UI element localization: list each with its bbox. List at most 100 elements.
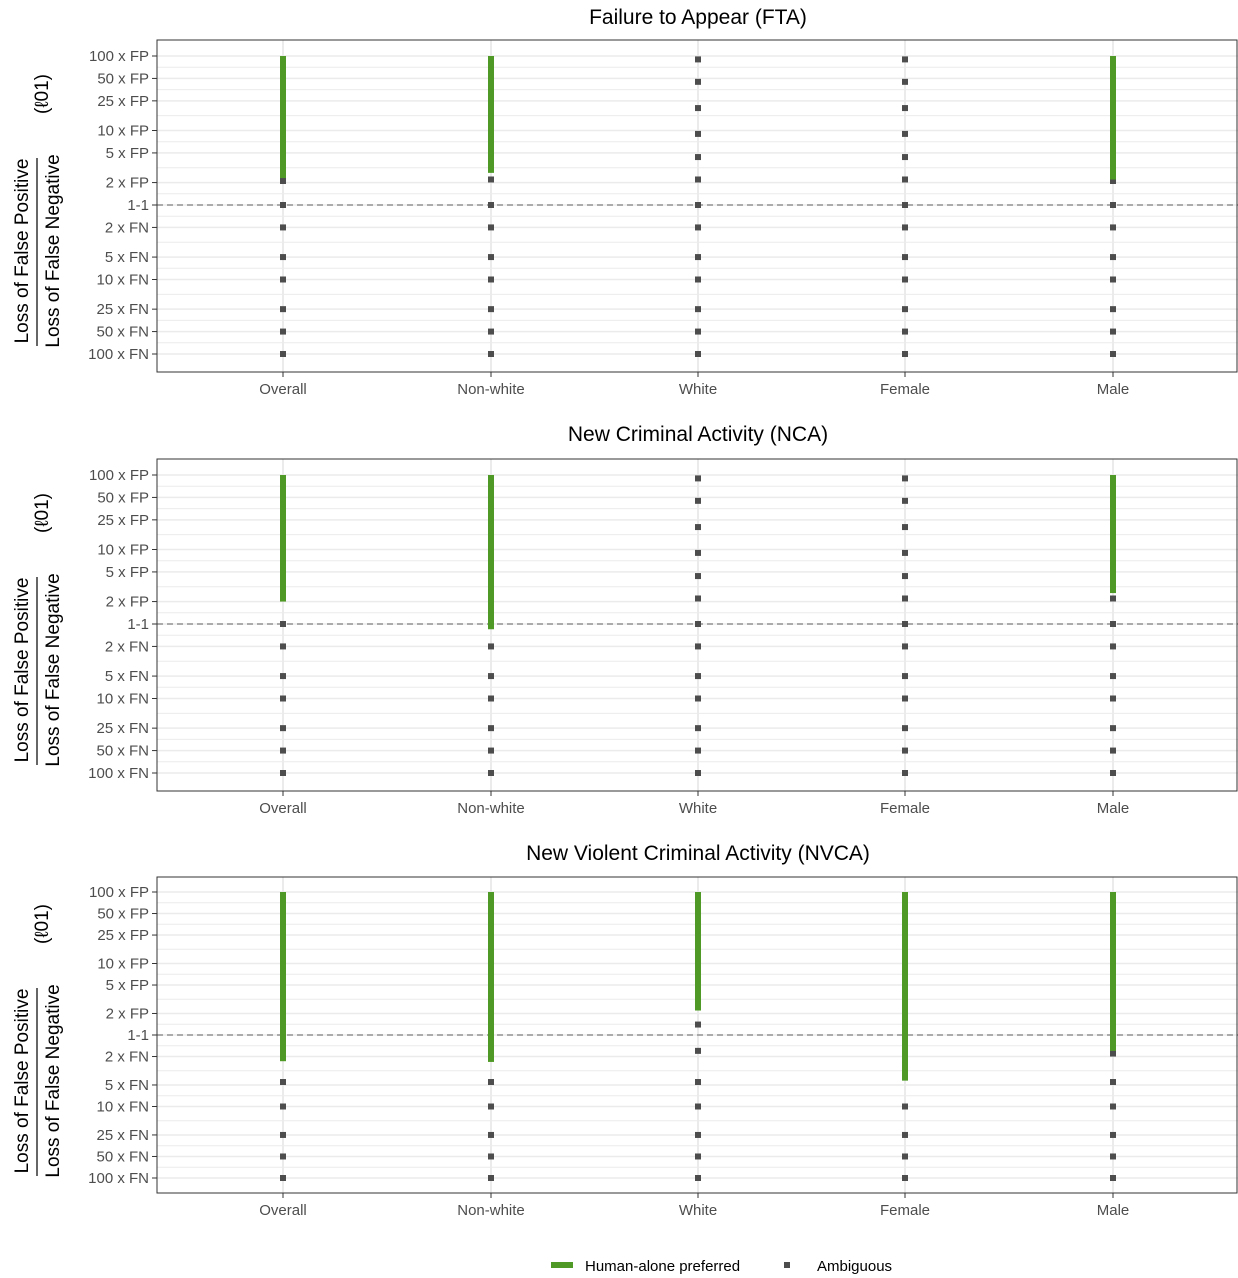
ambiguous-point (695, 643, 701, 650)
human-alone-bar (488, 892, 494, 1062)
ambiguous-point (280, 328, 286, 335)
ambiguous-point (1110, 328, 1116, 335)
y-tick-label: 5 x FP (106, 977, 149, 994)
ambiguous-point (1110, 202, 1116, 208)
y-tick-label: 1-1 (127, 197, 149, 214)
ambiguous-point (488, 351, 494, 357)
y-tick-label: 100 x FN (88, 346, 149, 363)
ambiguous-point (488, 1103, 494, 1110)
y-label-numerator: Loss of False Positive (12, 159, 33, 344)
ambiguous-point (280, 643, 286, 650)
human-alone-bar (280, 892, 286, 1062)
ambiguous-point (488, 747, 494, 754)
ambiguous-point (1110, 1079, 1116, 1086)
ambiguous-point (695, 725, 701, 732)
y-label-denominator: Loss of False Negative (43, 573, 64, 766)
ambiguous-point (902, 1103, 908, 1110)
human-alone-bar (1110, 892, 1116, 1051)
ambiguous-point (695, 154, 701, 161)
ambiguous-point (488, 695, 494, 702)
human-alone-bar (488, 475, 494, 630)
ambiguous-point (695, 770, 701, 776)
ambiguous-point (902, 1153, 908, 1160)
ambiguous-point (902, 154, 908, 161)
ambiguous-point (695, 224, 701, 231)
panel-border (156, 39, 1238, 373)
y-tick-label: 50 x FN (96, 743, 149, 760)
ambiguous-point (280, 202, 286, 208)
ambiguous-point (695, 1021, 701, 1028)
ambiguous-point (902, 595, 908, 602)
ambiguous-point (1110, 747, 1116, 754)
x-category-label: White (679, 381, 717, 398)
ambiguous-point (1110, 1131, 1116, 1138)
y-label-denominator: Loss of False Negative (43, 154, 64, 347)
y-tick-label: 10 x FP (97, 956, 149, 973)
ambiguous-point (902, 1175, 908, 1181)
y-label-symbol: (ℓ01) (32, 493, 53, 533)
y-tick-label: 2 x FN (105, 1049, 149, 1066)
ambiguous-point (902, 306, 908, 313)
ambiguous-point (280, 747, 286, 754)
panel-border (156, 458, 1238, 792)
ambiguous-point (902, 497, 908, 504)
ambiguous-point (902, 105, 908, 112)
ambiguous-point (280, 695, 286, 702)
ambiguous-point (1110, 595, 1116, 602)
ambiguous-point (695, 56, 701, 63)
panel-title: New Criminal Activity (NCA) (568, 423, 828, 446)
ambiguous-point (902, 549, 908, 556)
legend: Human-alone preferred Ambiguous (551, 1258, 892, 1275)
y-tick-label: 5 x FN (105, 1077, 149, 1094)
x-category-label: Non-white (457, 381, 525, 398)
ambiguous-point (280, 351, 286, 357)
y-tick-label: 100 x FP (89, 467, 149, 484)
ambiguous-point (488, 306, 494, 313)
y-label-numerator: Loss of False Positive (12, 578, 33, 763)
y-tick-label: 100 x FN (88, 765, 149, 782)
ambiguous-point (902, 254, 908, 261)
ambiguous-point (488, 1131, 494, 1138)
ambiguous-point (488, 328, 494, 335)
ambiguous-point (1110, 643, 1116, 650)
ambiguous-point (902, 130, 908, 137)
ambiguous-point (1110, 177, 1116, 184)
human-alone-bar (488, 56, 494, 173)
ambiguous-point (902, 351, 908, 357)
x-category-label: Non-white (457, 800, 525, 817)
panel-title: Failure to Appear (FTA) (589, 6, 807, 29)
x-category-label: Overall (259, 381, 307, 398)
ambiguous-point (488, 673, 494, 680)
y-axis-label: Loss of False Positive Loss of False Nega… (12, 74, 64, 348)
ambiguous-point (902, 56, 908, 63)
ambiguous-point (488, 202, 494, 208)
ambiguous-point (1110, 725, 1116, 732)
ambiguous-point (695, 1079, 701, 1086)
ambiguous-point (695, 1103, 701, 1110)
x-category-label: Male (1097, 381, 1130, 398)
ambiguous-point (695, 524, 701, 531)
ambiguous-point (695, 1131, 701, 1138)
human-alone-bar (1110, 475, 1116, 594)
ambiguous-point (1110, 254, 1116, 261)
y-tick-label: 50 x FN (96, 1148, 149, 1165)
ambiguous-point (902, 621, 908, 627)
y-tick-label: 2 x FP (106, 1005, 149, 1022)
ambiguous-point (695, 1047, 701, 1054)
ambiguous-point (488, 1079, 494, 1086)
ambiguous-point (695, 475, 701, 482)
y-tick-label: 2 x FP (106, 594, 149, 611)
x-category-label: Overall (259, 800, 307, 817)
y-tick-label: 25 x FN (96, 720, 149, 737)
ambiguous-point (902, 176, 908, 183)
x-category-label: Female (880, 1202, 930, 1219)
panel-2: 100 x FP 50 x FP 25 x FP 10 x FP 5 x FP 2 x F… (12, 423, 1238, 817)
ambiguous-point (902, 747, 908, 754)
ambiguous-point (1110, 224, 1116, 231)
y-tick-label: 50 x FP (97, 70, 149, 87)
ambiguous-point (902, 770, 908, 776)
y-tick-label: 10 x FP (97, 123, 149, 140)
legend-swatch-human-alone (551, 1262, 573, 1268)
human-alone-bar (280, 475, 286, 602)
